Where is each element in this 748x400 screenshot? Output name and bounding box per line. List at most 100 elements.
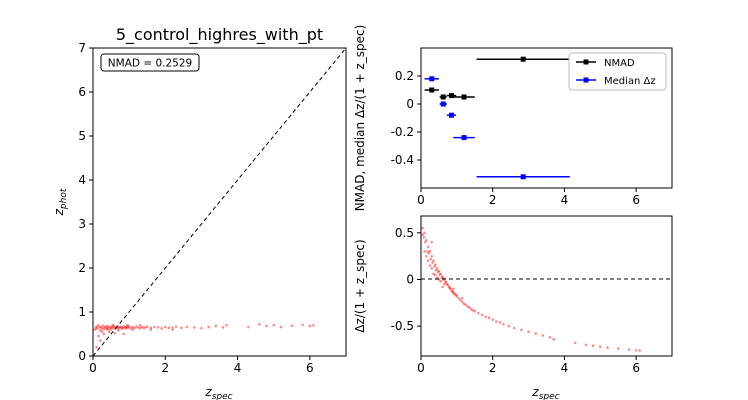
bottom-right-data-point [423, 250, 426, 253]
top-right-y-label: NMAD, median Δz/(1 + z_spec) [353, 25, 367, 212]
marker-nmad [461, 94, 467, 100]
left-data-point [112, 324, 116, 328]
bottom-right-data-point [591, 344, 595, 348]
left-data-point [95, 345, 98, 349]
left-data-point [106, 326, 110, 329]
left-y-tick-label: 6 [78, 85, 86, 99]
left-y-tick-label: 3 [78, 217, 86, 231]
bottom-right-data-point [527, 330, 530, 334]
left-data-point [121, 327, 124, 331]
left-data-point [98, 329, 102, 332]
left-y-tick-label: 2 [78, 261, 86, 275]
bottom-right-data-point [436, 270, 440, 274]
bottom-right-data-point [441, 275, 444, 278]
bottom-right-data-point [512, 326, 516, 330]
left-y-tick-label: 5 [78, 129, 86, 143]
left-data-point [135, 325, 138, 328]
left-data-point [142, 326, 145, 330]
left-x-ticks: 0 2 4 6 [89, 356, 314, 375]
bottom-right-data-point [459, 298, 462, 302]
top-right-y-tick-label: 0.2 [395, 69, 414, 83]
bottom-right-x-tick-label: 4 [561, 361, 569, 375]
bottom-right-data-point [477, 311, 480, 315]
bottom-right-data-point [460, 296, 464, 300]
marker-nmad [429, 87, 435, 93]
bottom-right-data-point [491, 318, 495, 321]
bottom-right-x-tick-label: 2 [489, 361, 497, 375]
bottom-right-data-point [450, 289, 453, 292]
left-data-point [207, 325, 210, 329]
left-data-point [312, 323, 315, 327]
left-data-point [272, 323, 276, 327]
bottom-right-data-point [584, 343, 588, 347]
left-data-point [102, 327, 106, 331]
left-data-point [149, 326, 153, 330]
left-data-point [185, 325, 189, 329]
bottom-right-data-point [437, 269, 441, 273]
bottom-right-data-point [424, 240, 427, 244]
bottom-right-y-label: Δz/(1 + z_spec) [353, 239, 367, 332]
left-data-point [98, 326, 101, 329]
bottom-right-data-point [451, 287, 455, 291]
bottom-right-data-point [426, 250, 429, 253]
top-right-y-tick-label: -0.2 [391, 125, 414, 139]
left-data-point [290, 324, 294, 327]
top-right-axes-frame [420, 47, 673, 189]
left-data-point [124, 325, 128, 329]
bottom-right-data-point [534, 332, 538, 335]
left-data-point [109, 328, 112, 331]
left-data-point [104, 326, 107, 330]
left-data-point [279, 325, 283, 329]
left-data-point [107, 325, 111, 328]
marker-median [440, 101, 446, 107]
bottom-right-data-point [428, 264, 432, 267]
bottom-right-data-point [498, 321, 502, 324]
bottom-right-data-point [466, 305, 469, 308]
legend-entry-median: Median Δz [576, 76, 656, 87]
left-data-point [101, 324, 105, 327]
bottom-right-data-point [447, 285, 451, 289]
bottom-right-data-point [441, 285, 444, 289]
left-data-point [138, 323, 142, 327]
marker-median [520, 174, 526, 180]
bottom-right-data-point [434, 268, 438, 272]
left-data-point [100, 330, 104, 334]
left-data-point [102, 332, 106, 336]
bottom-right-data-point [627, 348, 631, 351]
bottom-right-data-point [443, 282, 446, 286]
left-data-point [106, 328, 109, 331]
bottom-right-data-point [460, 300, 464, 304]
bottom-right-data-point [452, 292, 456, 295]
left-data-point [265, 324, 268, 328]
bottom-right-y-tick-label: -0.5 [391, 319, 414, 333]
bottom-right-data-point [451, 291, 455, 294]
legend-label-nmad: NMAD [604, 58, 635, 69]
bottom-right-data-point [439, 280, 443, 283]
bottom-right-data-point [421, 226, 425, 230]
bottom-right-data-point [444, 280, 448, 284]
bottom-right-data-point [473, 309, 477, 313]
left-data-point [163, 325, 167, 329]
left-data-point [225, 323, 229, 327]
bottom-right-data-point [428, 250, 432, 253]
left-data-point [94, 326, 98, 330]
left-data-point [109, 326, 113, 330]
bottom-right-scatter-points [421, 226, 642, 352]
bottom-right-data-point [462, 302, 466, 306]
left-data-point [96, 327, 99, 331]
bottom-right-data-point [426, 245, 430, 249]
marker-median [448, 112, 454, 118]
bottom-right-data-point [430, 240, 434, 244]
bottom-right-data-point [455, 294, 459, 298]
bottom-right-data-point [548, 336, 552, 339]
bottom-right-data-point [425, 254, 428, 258]
left-data-point [221, 326, 225, 329]
bottom-right-data-point [634, 349, 638, 352]
top-right-x-tick-label: 2 [489, 193, 497, 207]
bottom-right-data-point [446, 283, 450, 287]
left-data-point [171, 326, 174, 329]
bottom-right-data-point [444, 280, 447, 283]
left-x-tick-label: 0 [89, 361, 97, 375]
bottom-right-data-point [487, 316, 491, 320]
